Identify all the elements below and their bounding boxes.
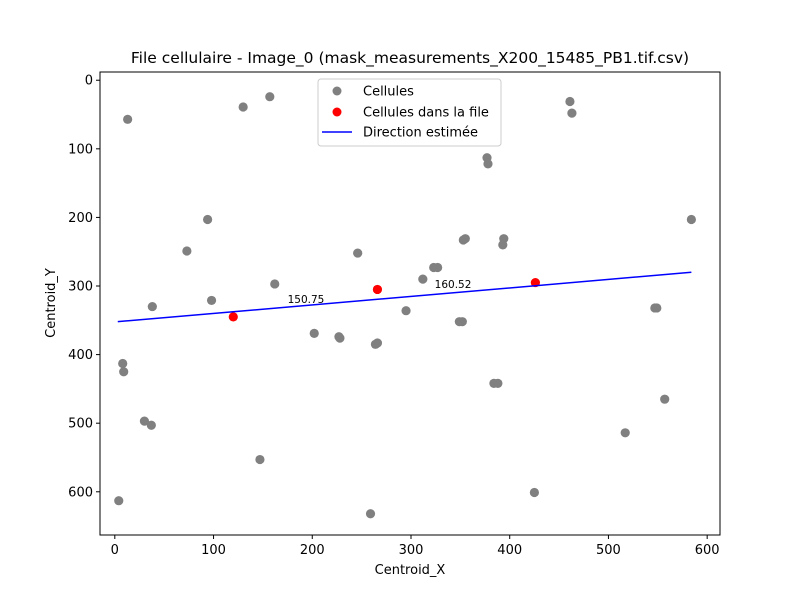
cell-point — [270, 279, 280, 289]
queue-cell-point — [228, 312, 238, 322]
legend-label-direction: Direction estimée — [363, 126, 478, 141]
x-tick-label: 300 — [399, 543, 424, 558]
direction-line — [117, 271, 692, 323]
cell-point — [238, 102, 248, 112]
cell-point — [118, 358, 128, 369]
cell-point — [309, 328, 319, 338]
cell-point — [660, 394, 670, 404]
y-tick-label: 400 — [68, 348, 93, 363]
cell-point — [567, 108, 577, 118]
chart-title: File cellulaire - Image_0 (mask_measurem… — [131, 49, 689, 68]
cell-point — [529, 487, 539, 498]
x-axis-label: Centroid_X — [375, 563, 446, 578]
cell-point — [203, 214, 213, 225]
plot-frame — [99, 71, 721, 536]
cell-point — [565, 96, 575, 107]
cell-point — [139, 416, 150, 426]
x-tick-label: 0 — [111, 543, 119, 558]
y-tick-label: 500 — [68, 417, 93, 432]
cell-point — [499, 234, 509, 244]
cell-point — [206, 295, 217, 306]
cell-point — [483, 159, 493, 169]
ticks-layer: 0 100 200 300 400 500 600 0 100 200 300 400 500 600 — [68, 74, 719, 558]
cell-point — [401, 306, 411, 316]
cell-point — [265, 92, 275, 102]
angle-annotation: 150.75 — [288, 294, 325, 306]
cell-point — [652, 303, 662, 313]
y-tick-label: 100 — [68, 142, 93, 157]
legend-swatch-cellules-file — [332, 107, 342, 117]
marks-layer: 150.75 160.52 — [114, 92, 696, 519]
legend-swatch-cellules — [332, 86, 342, 96]
cell-point — [418, 274, 428, 284]
legend-frame — [317, 78, 502, 147]
cell-point — [433, 262, 443, 273]
cell-point — [365, 509, 376, 519]
y-axis-label: Centroid_Y — [44, 268, 59, 338]
cell-point — [114, 496, 124, 506]
cell-point — [335, 333, 345, 343]
y-tick-label: 300 — [68, 280, 93, 295]
cell-point — [146, 420, 156, 430]
cell-point — [620, 428, 630, 438]
cell-point — [457, 317, 467, 327]
cell-point — [182, 246, 192, 256]
legend-label-cellules: Cellules — [363, 85, 414, 100]
cell-point — [460, 234, 470, 244]
cell-point — [372, 338, 383, 348]
x-tick-label: 600 — [695, 543, 720, 558]
queue-cell-point — [372, 284, 383, 295]
y-tick-label: 200 — [68, 211, 93, 226]
cell-point — [353, 248, 363, 258]
x-tick-label: 400 — [497, 543, 522, 558]
y-tick-label: 0 — [85, 74, 93, 89]
cell-point — [119, 367, 129, 377]
angle-annotation: 160.52 — [435, 279, 472, 291]
legend: Cellules Cellules dans la file Direction… — [317, 78, 502, 147]
x-tick-label: 500 — [596, 543, 621, 558]
cell-point — [493, 378, 503, 389]
cell-point — [686, 214, 696, 225]
cell-point — [123, 114, 133, 124]
x-tick-label: 200 — [300, 543, 325, 558]
cell-point — [147, 301, 157, 312]
axes-layer — [99, 71, 721, 536]
x-tick-label: 100 — [201, 543, 226, 558]
legend-label-cellules-file: Cellules dans la file — [363, 106, 489, 121]
cell-point — [255, 454, 265, 465]
y-tick-label: 600 — [68, 485, 93, 500]
